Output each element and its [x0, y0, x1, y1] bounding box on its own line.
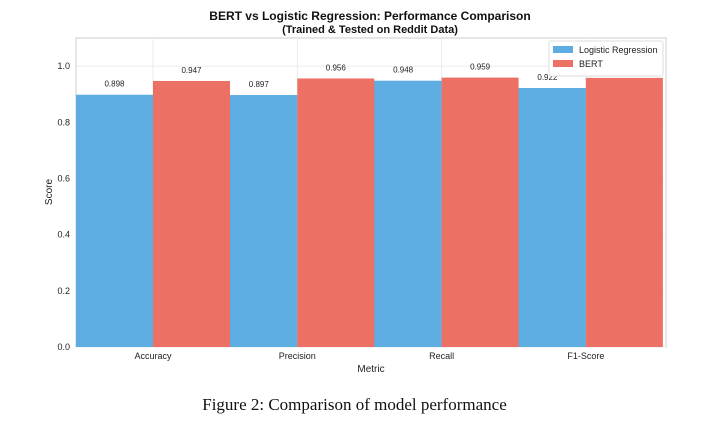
data-label: 0.959: [470, 63, 491, 72]
y-tick-label: 0.4: [57, 230, 70, 240]
y-axis-label: Score: [44, 179, 55, 206]
data-label: 0.948: [393, 66, 414, 75]
legend: [548, 40, 664, 77]
data-label: 0.898: [104, 80, 125, 89]
legend-swatch: [553, 60, 573, 67]
bar: [76, 94, 153, 347]
legend-swatch: [553, 46, 573, 53]
bar: [220, 95, 298, 348]
y-tick-label: 1.0: [57, 61, 70, 71]
data-label: 0.947: [181, 66, 202, 75]
x-tick-label: F1-Score: [567, 351, 604, 361]
bar: [153, 80, 230, 347]
chart-title: BERT vs Logistic Regression: Performance…: [209, 9, 530, 23]
bar: [364, 80, 442, 347]
x-tick-label: Recall: [429, 351, 454, 361]
legend-label: BERT: [579, 59, 603, 69]
data-label: 0.922: [537, 73, 558, 82]
bar: [441, 77, 519, 347]
bar-chart: 0.0 0.2 0.4 0.6 0.8 1.0 Accuracy Precision Recal…: [44, 9, 667, 375]
figure-caption: Figure 2: Comparison of model performanc…: [202, 395, 507, 414]
bar: [585, 77, 663, 347]
bar: [297, 78, 375, 347]
chart-subtitle: (Trained & Tested on Reddit Data): [282, 24, 458, 36]
data-label: 0.897: [249, 80, 270, 89]
x-tick-label: Precision: [279, 351, 316, 361]
legend-label: Logistic Regression: [579, 45, 658, 55]
y-tick-label: 0.8: [57, 117, 70, 127]
bar: [508, 88, 586, 347]
x-tick-label: Accuracy: [134, 351, 172, 361]
data-label: 0.956: [326, 63, 347, 72]
y-tick-label: 0.6: [57, 173, 70, 183]
y-tick-label: 0.0: [57, 342, 70, 352]
y-tick-label: 0.2: [57, 286, 70, 296]
x-axis-label: Metric: [357, 364, 384, 375]
